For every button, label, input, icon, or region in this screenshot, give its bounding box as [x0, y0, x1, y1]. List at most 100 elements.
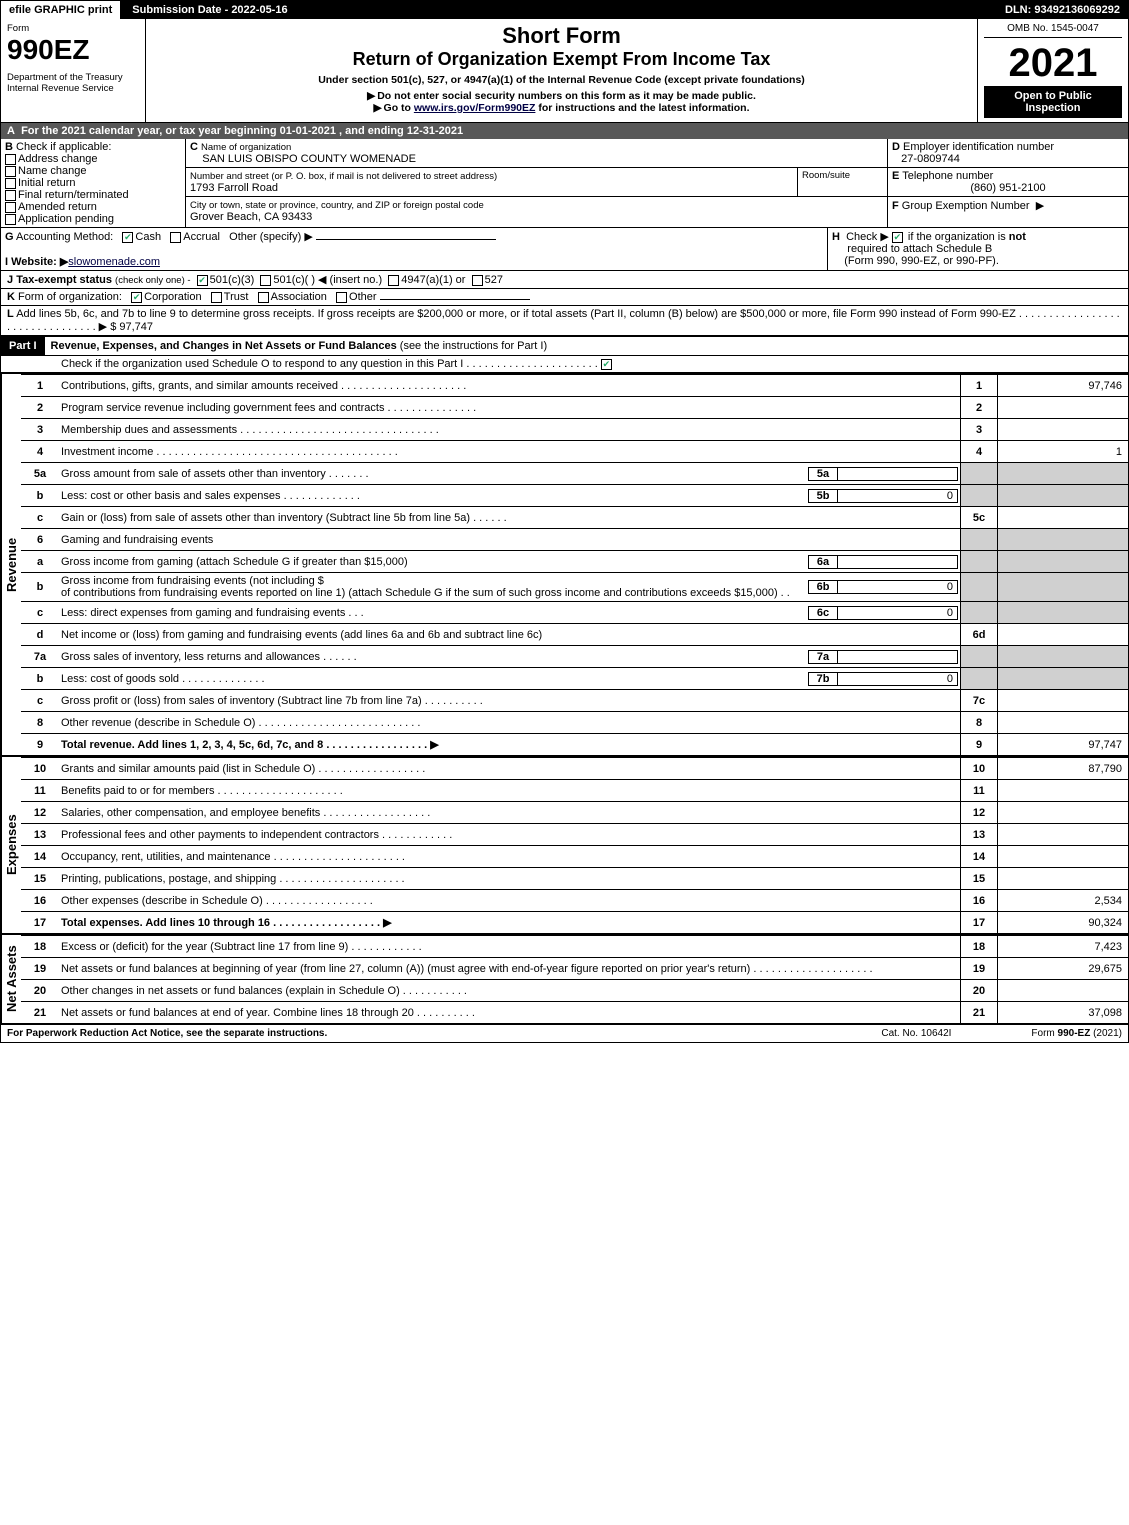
line-17: 17 Total expenses. Add lines 10 through …: [21, 911, 1128, 933]
h-label: Check ▶: [846, 231, 889, 243]
revenue-label: Revenue: [1, 374, 21, 755]
chk-4947[interactable]: [388, 275, 399, 286]
line-19: 19 Net assets or fund balances at beginn…: [21, 957, 1128, 979]
chk-association[interactable]: [258, 292, 269, 303]
line-7b: b Less: cost of goods sold . . . . . . .…: [21, 667, 1128, 689]
line-5a: 5a Gross amount from sale of assets othe…: [21, 462, 1128, 484]
chk-amended[interactable]: [5, 202, 16, 213]
b-title: Check if applicable:: [16, 141, 111, 153]
goto-note: Go to www.irs.gov/Form990EZ for instruct…: [152, 102, 971, 114]
line-13: 13 Professional fees and other payments …: [21, 823, 1128, 845]
room-suite-label: Room/suite: [797, 168, 887, 196]
line-10: 10 Grants and similar amounts paid (list…: [21, 757, 1128, 779]
i-label: Website: ▶: [11, 256, 68, 268]
chk-corporation[interactable]: [131, 292, 142, 303]
chk-schedule-o-part1[interactable]: [601, 359, 612, 370]
gross-receipts: $ 97,747: [110, 321, 153, 333]
paperwork-notice: For Paperwork Reduction Act Notice, see …: [7, 1028, 327, 1039]
section-a: A For the 2021 calendar year, or tax yea…: [1, 123, 1128, 139]
e-label: Telephone number: [902, 170, 993, 182]
org-address: 1793 Farroll Road: [190, 182, 278, 194]
form-header: Form 990EZ Department of the Treasury In…: [1, 19, 1128, 123]
line-6a: a Gross income from gaming (attach Sched…: [21, 550, 1128, 572]
chk-address-change[interactable]: [5, 154, 16, 165]
chk-trust[interactable]: [211, 292, 222, 303]
part1-num: Part I: [1, 337, 45, 355]
irs-label: Internal Revenue Service: [7, 83, 139, 94]
chk-schedule-b[interactable]: [892, 232, 903, 243]
org-city: Grover Beach, CA 93433: [190, 211, 312, 223]
g-label: Accounting Method:: [16, 231, 113, 243]
chk-final-return[interactable]: [5, 190, 16, 201]
line-6c: c Less: direct expenses from gaming and …: [21, 601, 1128, 623]
line-21: 21 Net assets or fund balances at end of…: [21, 1001, 1128, 1023]
part1-checknote: Check if the organization used Schedule …: [1, 356, 1128, 373]
city-label: City or town, state or province, country…: [190, 200, 484, 211]
section-gh: G Accounting Method: Cash Accrual Other …: [1, 228, 1128, 271]
chk-cash[interactable]: [122, 232, 133, 243]
netassets-label: Net Assets: [1, 935, 21, 1023]
footer: For Paperwork Reduction Act Notice, see …: [1, 1023, 1128, 1042]
open-to-public: Open to Public Inspection: [984, 86, 1122, 118]
chk-527[interactable]: [472, 275, 483, 286]
line-16: 16 Other expenses (describe in Schedule …: [21, 889, 1128, 911]
short-form-title: Short Form: [152, 23, 971, 49]
revenue-section: Revenue 1 Contributions, gifts, grants, …: [1, 373, 1128, 755]
f-label: Group Exemption Number: [902, 200, 1030, 212]
line-7a: 7a Gross sales of inventory, less return…: [21, 645, 1128, 667]
form-990ez: efile GRAPHIC print Submission Date - 20…: [0, 0, 1129, 1043]
part1-header: Part I Revenue, Expenses, and Changes in…: [1, 335, 1128, 356]
tax-year: 2021: [984, 41, 1122, 86]
chk-other-org[interactable]: [336, 292, 347, 303]
form-number: 990EZ: [7, 34, 139, 66]
ein: 27-0809744: [901, 153, 960, 165]
submission-date: Submission Date - 2022-05-16: [124, 1, 295, 19]
line-11: 11 Benefits paid to or for members . . .…: [21, 779, 1128, 801]
line-9: 9 Total revenue. Add lines 1, 2, 3, 4, 5…: [21, 733, 1128, 755]
c-label: Name of organization: [201, 142, 291, 153]
line-6b: b Gross income from fundraising events (…: [21, 572, 1128, 601]
line-12: 12 Salaries, other compensation, and emp…: [21, 801, 1128, 823]
section-k: K Form of organization: Corporation Trus…: [1, 289, 1128, 306]
line-15: 15 Printing, publications, postage, and …: [21, 867, 1128, 889]
under-section: Under section 501(c), 527, or 4947(a)(1)…: [152, 74, 971, 86]
irs-link[interactable]: www.irs.gov/Form990EZ: [414, 102, 536, 114]
form-ref: Form 990-EZ (2021): [1031, 1028, 1122, 1039]
line-3: 3 Membership dues and assessments . . . …: [21, 418, 1128, 440]
chk-initial-return[interactable]: [5, 178, 16, 189]
netassets-section: Net Assets 18 Excess or (deficit) for th…: [1, 933, 1128, 1023]
line-5b: b Less: cost or other basis and sales ex…: [21, 484, 1128, 506]
addr-label: Number and street (or P. O. box, if mail…: [190, 171, 497, 182]
section-bcdef: B Check if applicable: Address change Na…: [1, 139, 1128, 228]
top-bar: efile GRAPHIC print Submission Date - 20…: [1, 1, 1128, 19]
chk-accrual[interactable]: [170, 232, 181, 243]
main-title: Return of Organization Exempt From Incom…: [152, 49, 971, 70]
cat-no: Cat. No. 10642I: [881, 1028, 951, 1039]
ssn-note: Do not enter social security numbers on …: [152, 90, 971, 102]
chk-name-change[interactable]: [5, 166, 16, 177]
line-c: c Gross profit or (loss) from sales of i…: [21, 689, 1128, 711]
line-4: 4 Investment income . . . . . . . . . . …: [21, 440, 1128, 462]
line-18: 18 Excess or (deficit) for the year (Sub…: [21, 935, 1128, 957]
line-2: 2 Program service revenue including gove…: [21, 396, 1128, 418]
chk-501c3[interactable]: [197, 275, 208, 286]
line-8: 8 Other revenue (describe in Schedule O)…: [21, 711, 1128, 733]
chk-501c[interactable]: [260, 275, 271, 286]
org-name: SAN LUIS OBISPO COUNTY WOMENADE: [202, 153, 416, 165]
form-label: Form: [7, 23, 139, 34]
line-c: c Gain or (loss) from sale of assets oth…: [21, 506, 1128, 528]
section-j: J Tax-exempt status (check only one) - 5…: [1, 271, 1128, 289]
dept-treasury: Department of the Treasury: [7, 72, 139, 83]
line-d: d Net income or (loss) from gaming and f…: [21, 623, 1128, 645]
section-l: L Add lines 5b, 6c, and 7b to line 9 to …: [1, 306, 1128, 335]
efile-print[interactable]: efile GRAPHIC print: [1, 1, 124, 19]
dln: DLN: 93492136069292: [997, 1, 1128, 19]
line-6: 6 Gaming and fundraising events: [21, 528, 1128, 550]
expenses-section: Expenses 10 Grants and similar amounts p…: [1, 755, 1128, 933]
chk-app-pending[interactable]: [5, 214, 16, 225]
telephone: (860) 951-2100: [892, 182, 1124, 194]
line-20: 20 Other changes in net assets or fund b…: [21, 979, 1128, 1001]
expenses-label: Expenses: [1, 757, 21, 933]
website-link[interactable]: slowomenade.com: [68, 256, 160, 268]
line-14: 14 Occupancy, rent, utilities, and maint…: [21, 845, 1128, 867]
